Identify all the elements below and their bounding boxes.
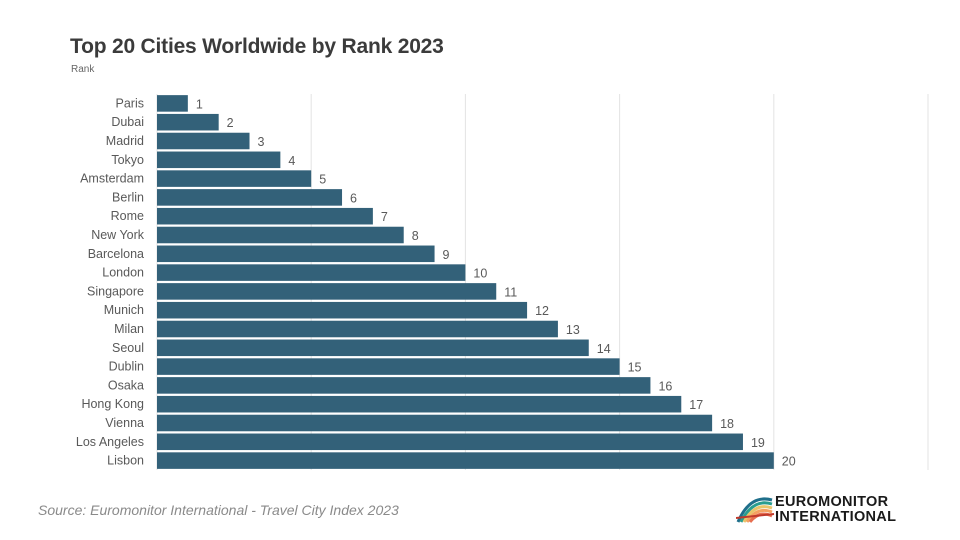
category-label: Berlin	[112, 190, 144, 204]
bar	[157, 207, 373, 225]
euromonitor-logo	[736, 497, 775, 523]
category-label: Hong Kong	[81, 397, 144, 411]
data-label: 10	[473, 267, 487, 281]
category-label: Munich	[104, 303, 144, 317]
data-label: 17	[689, 398, 703, 412]
category-label: Seoul	[112, 341, 144, 355]
bar	[157, 151, 281, 169]
data-label: 19	[751, 436, 765, 450]
category-label: London	[102, 266, 144, 280]
bar	[157, 320, 558, 338]
bar	[157, 377, 651, 394]
bar	[157, 283, 497, 300]
bar	[157, 170, 312, 187]
category-label: Tokyo	[111, 153, 144, 167]
source-note: Source: Euromonitor International - Trav…	[38, 502, 399, 518]
category-labels: Paris Dubai Madrid Tokyo Amsterdam Berlin Rome…	[76, 96, 145, 467]
bar	[157, 264, 466, 281]
bars	[157, 95, 774, 469]
bar	[157, 452, 774, 469]
bar	[157, 95, 188, 112]
chart-title: Top 20 Cities Worldwide by Rank 2023	[70, 35, 444, 58]
data-label: 12	[535, 304, 549, 318]
category-label: Amsterdam	[80, 172, 144, 186]
category-label: Lisbon	[107, 454, 144, 468]
category-label: Los Angeles	[76, 435, 144, 449]
data-label: 6	[350, 191, 357, 205]
data-label: 20	[782, 455, 796, 469]
logo-wordmark: EUROMONITOR INTERNATIONAL	[775, 495, 896, 524]
data-label: 4	[288, 154, 295, 168]
bar	[157, 245, 435, 263]
bar	[157, 113, 219, 131]
category-label: Osaka	[108, 378, 144, 392]
data-label: 7	[381, 210, 388, 224]
logo-arches-icon	[736, 497, 775, 523]
data-label: 16	[658, 379, 672, 393]
bar	[157, 414, 713, 432]
chart-subtitle: Rank	[71, 64, 95, 75]
category-label: New York	[91, 228, 145, 242]
data-label: 2	[227, 116, 234, 130]
category-label: Rome	[111, 209, 144, 223]
category-label: Singapore	[87, 284, 144, 298]
data-label: 13	[566, 323, 580, 337]
bar	[157, 358, 620, 375]
category-label: Barcelona	[88, 247, 144, 261]
category-label: Dubai	[111, 115, 144, 129]
data-label: 15	[628, 361, 642, 375]
category-label: Milan	[114, 322, 144, 336]
data-label: 14	[597, 342, 611, 356]
category-label: Vienna	[105, 416, 144, 430]
bar	[157, 339, 589, 357]
bar	[157, 433, 743, 451]
data-label: 11	[504, 285, 517, 299]
data-label: 18	[720, 417, 734, 431]
logo-line-2: INTERNATIONAL	[775, 508, 897, 525]
category-label: Dublin	[109, 360, 144, 374]
data-label: 9	[443, 248, 450, 262]
data-label: 1	[196, 97, 203, 111]
data-label: 8	[412, 229, 419, 243]
data-label: 3	[258, 135, 265, 149]
bar	[157, 132, 250, 150]
bar	[157, 301, 528, 319]
category-label: Madrid	[106, 134, 144, 148]
category-label: Paris	[116, 96, 144, 110]
logo-line-1: EUROMONITOR	[775, 494, 889, 510]
gridlines	[156, 94, 929, 470]
bar	[157, 226, 404, 244]
bar	[157, 395, 682, 413]
data-label: 5	[319, 173, 326, 187]
bar	[157, 189, 343, 206]
